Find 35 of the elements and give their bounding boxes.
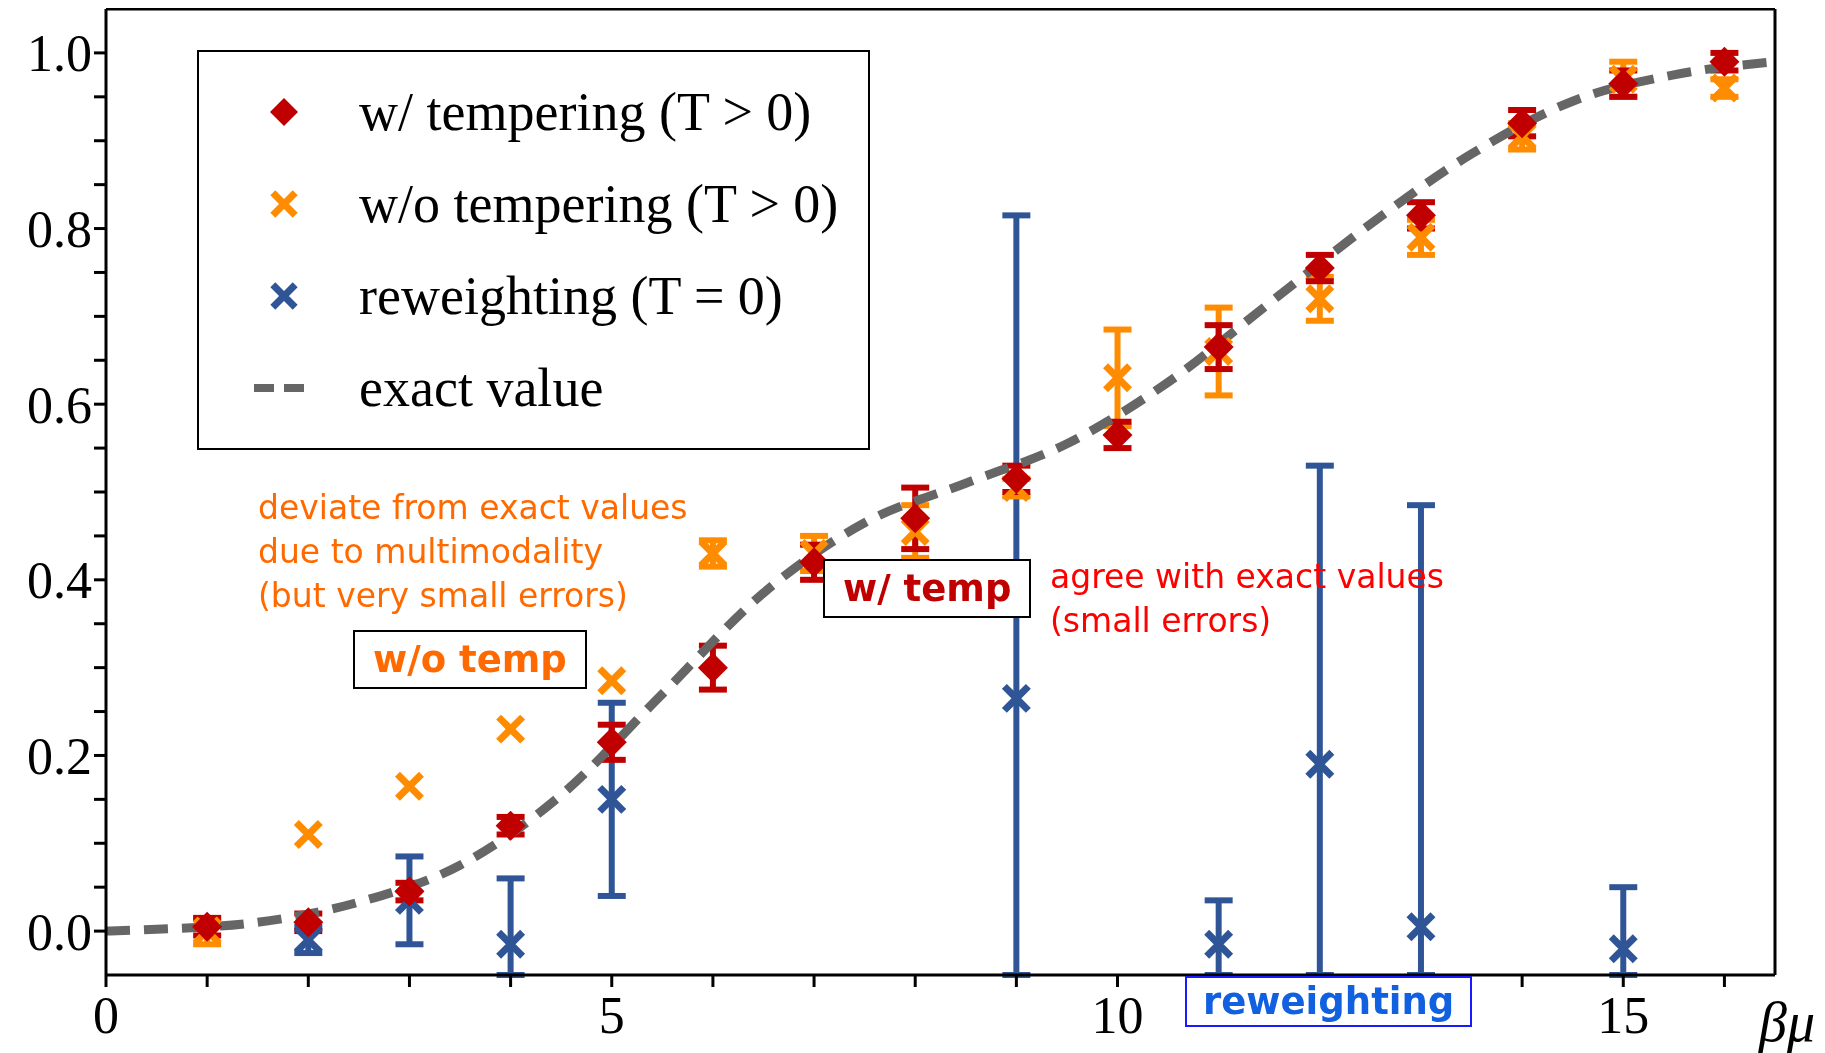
x-tick-label: 5 [598, 987, 625, 1044]
x-tick-label: 0 [93, 987, 119, 1044]
point [1405, 911, 1437, 943]
y-tick-label: 0.6 [27, 376, 92, 434]
y-tick-label: 0.0 [27, 903, 92, 961]
point [596, 665, 628, 697]
legend-label: w/ tempering (T > 0) [359, 81, 812, 143]
y-tick-label: 0.2 [27, 727, 92, 785]
point [495, 713, 527, 745]
point [596, 727, 627, 758]
annotation: deviate from exact values due to multimodality (but very small errors) [258, 487, 688, 617]
y-tick-label: 0.4 [27, 552, 92, 610]
point [1304, 283, 1336, 315]
y-tick-label: 1.0 [27, 25, 92, 83]
x-tick-label: 10 [1091, 987, 1144, 1044]
point [1000, 682, 1032, 714]
point [393, 770, 425, 802]
point [495, 928, 527, 960]
point [596, 783, 628, 815]
x-axis-title: βμ [1758, 991, 1815, 1053]
y-tick-label: 0.8 [27, 201, 92, 259]
annotation: w/ temp [823, 559, 1032, 618]
point [292, 818, 324, 850]
point [1102, 362, 1134, 394]
point [697, 652, 728, 683]
text: reweighting [1185, 976, 1473, 1027]
legend-label: reweighting (T = 0) [359, 265, 783, 327]
legend-label: exact value [359, 357, 604, 419]
annotation: w/o temp [353, 630, 587, 689]
point [1304, 748, 1336, 780]
point [1607, 933, 1639, 965]
x-tick-label: 15 [1597, 987, 1650, 1044]
point [900, 503, 931, 534]
legend-label: w/o tempering (T > 0) [359, 173, 839, 235]
point [1203, 928, 1235, 960]
